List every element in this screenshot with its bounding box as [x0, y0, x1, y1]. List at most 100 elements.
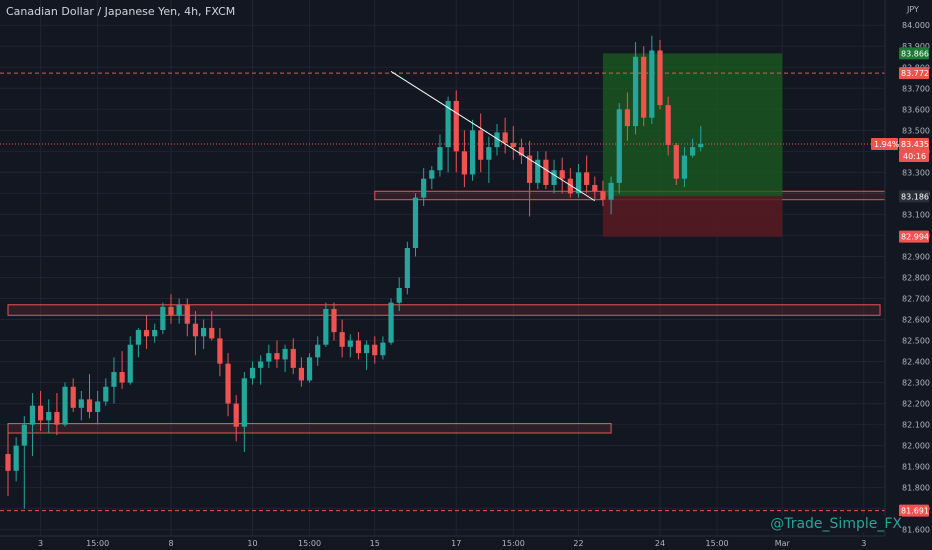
time-tick-label: 15:00 [706, 539, 729, 548]
candle-body [421, 178, 427, 198]
candle-body [494, 132, 500, 148]
candle-body [355, 340, 362, 354]
price-tag-label: 83.186 [901, 192, 929, 201]
price-tag-label: 82.994 [901, 233, 929, 242]
candle-body [339, 332, 345, 347]
long-position-tool[interactable] [602, 53, 783, 237]
candle-body [445, 100, 451, 148]
candle-body [632, 56, 639, 127]
candle-body [624, 109, 630, 127]
price-tick-label: 81.800 [902, 484, 930, 493]
candle-body [54, 411, 60, 425]
price-tag-box [899, 47, 929, 60]
candle-body [478, 130, 484, 160]
candle-body [616, 109, 622, 183]
time-tick-label: Mar [775, 539, 791, 548]
candlestick-series [5, 35, 704, 509]
time-axis[interactable]: 3 15:00 8 10 15:00 15 17 15:00 22 24 15:00 Mar 3 [0, 535, 932, 550]
candle-body [461, 151, 467, 175]
candle-body [380, 342, 386, 356]
price-tick-label: 83.900 [902, 42, 930, 51]
candle-body [331, 308, 337, 333]
price-tick-label: 82.100 [902, 421, 930, 430]
candle-body [527, 155, 533, 183]
candle-body [347, 340, 353, 347]
horizontal-levels [0, 72, 885, 512]
candle-body [119, 372, 125, 383]
candle-body [201, 327, 207, 337]
time-tick-label: 10 [247, 539, 257, 548]
price-tick-label: 83.700 [902, 84, 930, 93]
candle-body [551, 170, 557, 185]
candle-body [608, 182, 614, 200]
price-axis[interactable]: 84.00083.90083.80083.70083.60083.50083.4… [884, 0, 932, 550]
price-tag-label: 81.691 [901, 507, 929, 516]
candle-body [698, 143, 704, 148]
change-tag-box [871, 137, 898, 150]
price-tick-label: 82.000 [902, 442, 930, 451]
candle-body [567, 178, 573, 194]
candle-body [437, 147, 443, 171]
price-tick-label: 82.500 [902, 337, 930, 346]
candle-body [135, 330, 141, 345]
time-tick-label: 24 [655, 539, 665, 548]
time-tick-label: 15:00 [502, 539, 525, 548]
trendline[interactable] [390, 71, 596, 202]
candle-body [396, 287, 402, 303]
candle-body [486, 147, 492, 160]
candle-body [657, 50, 663, 106]
candle-body [217, 338, 223, 364]
price-tag-box [899, 230, 929, 243]
candle-body [241, 378, 247, 427]
candle-body [665, 105, 671, 146]
candle-body [29, 405, 36, 425]
candle-body [62, 386, 68, 425]
candle-body [559, 170, 565, 179]
candle-body [192, 323, 199, 337]
candle-body [535, 159, 541, 183]
price-tag-box [899, 137, 929, 150]
candle-body [266, 353, 272, 362]
candle-body [13, 445, 19, 471]
price-tick-label: 83.300 [902, 168, 930, 177]
candle-body [306, 357, 313, 381]
candle-body [86, 399, 93, 412]
candle-body [681, 155, 688, 179]
candle-body [70, 386, 76, 408]
countdown-tag-box [899, 149, 929, 162]
candle-body [233, 403, 239, 427]
price-tag-box [899, 190, 929, 203]
stop-zone [602, 196, 783, 237]
candle-body [249, 367, 256, 379]
candle-body [429, 170, 435, 179]
price-tick-label: 83.500 [902, 126, 930, 135]
trendline-segment [390, 71, 596, 202]
time-tick-label: 17 [451, 539, 461, 548]
candle-body [168, 306, 174, 316]
time-axis-bg [0, 536, 932, 550]
candle-body [469, 130, 476, 175]
time-tick-label: 15:00 [298, 539, 321, 548]
price-tag-box [899, 67, 929, 80]
time-tick-label: 15:00 [86, 539, 109, 548]
candle-body [592, 184, 598, 192]
candle-body [209, 327, 215, 339]
time-tick-label: 3 [38, 539, 43, 548]
target-zone [602, 53, 783, 197]
candle-body [388, 302, 394, 343]
candle-body [584, 172, 590, 185]
price-tick-label: 82.200 [902, 400, 930, 409]
candle-body [543, 159, 549, 185]
candle-body [690, 147, 696, 156]
candle-body [298, 367, 304, 381]
candle-body [46, 411, 52, 421]
candle-body [323, 308, 329, 345]
candle-body [453, 100, 459, 152]
candle-body [21, 424, 27, 446]
candle-body [518, 147, 525, 156]
candle-body [315, 344, 321, 358]
candle-body [673, 145, 679, 179]
price-tick-label: 82.600 [902, 315, 930, 324]
